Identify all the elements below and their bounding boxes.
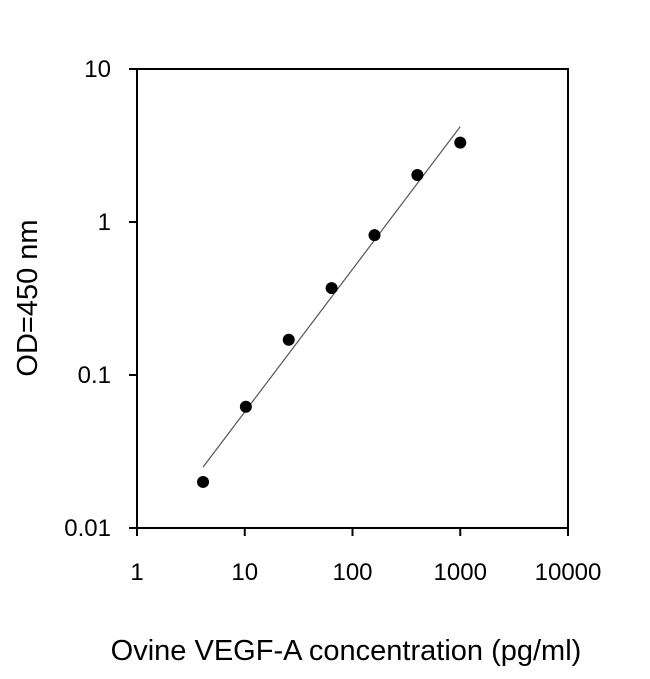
x-tick-label: 1 — [130, 559, 143, 586]
y-axis-label: OD=450 nm — [12, 219, 44, 376]
x-tick-label: 10000 — [535, 559, 602, 586]
plot-frame — [136, 68, 569, 529]
data-point — [239, 400, 252, 413]
data-point — [411, 168, 424, 181]
data-point — [197, 475, 210, 488]
data-point — [368, 229, 381, 242]
x-tick-label: 10 — [231, 559, 258, 586]
data-point — [325, 282, 338, 295]
x-tick-label: 100 — [332, 559, 372, 586]
y-tick-label: 10 — [84, 56, 111, 83]
x-axis-label: Ovine VEGF-A concentration (pg/ml) — [111, 635, 582, 667]
y-tick-label: 0.01 — [64, 515, 111, 542]
data-point — [454, 136, 467, 149]
data-point — [282, 333, 295, 346]
y-tick-label: 0.1 — [78, 362, 111, 389]
y-tick-label: 1 — [98, 209, 111, 236]
x-tick-label: 1000 — [434, 559, 487, 586]
